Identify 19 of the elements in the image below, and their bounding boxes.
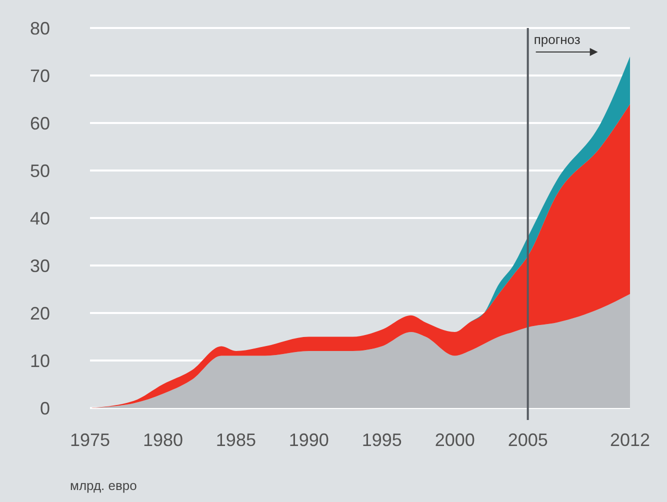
y-tick-label: 20 <box>30 303 50 324</box>
y-tick-label: 70 <box>30 66 50 86</box>
x-tick-label: 1995 <box>362 430 402 450</box>
y-tick-label: 40 <box>30 208 50 228</box>
x-tick-label: 2005 <box>508 430 548 450</box>
x-tick-label: 1975 <box>70 430 110 450</box>
x-tick-label: 1990 <box>288 430 329 450</box>
y-tick-label: 80 <box>30 18 50 38</box>
y-tick-label: 60 <box>30 113 50 134</box>
text: млрд. евро <box>70 478 137 493</box>
y-tick-label: 50 <box>30 160 50 181</box>
y-tick-label: 0 <box>40 398 50 418</box>
y-tick-label: 10 <box>30 350 50 371</box>
x-tick-label: 1980 <box>142 430 183 450</box>
x-tick-label: 1985 <box>216 430 256 450</box>
x-tick-label: 2000 <box>434 430 475 450</box>
y-tick-label: 30 <box>30 256 50 276</box>
ref-line-label: прогноз <box>534 32 580 47</box>
x-tick-label: 2012 <box>610 430 650 450</box>
